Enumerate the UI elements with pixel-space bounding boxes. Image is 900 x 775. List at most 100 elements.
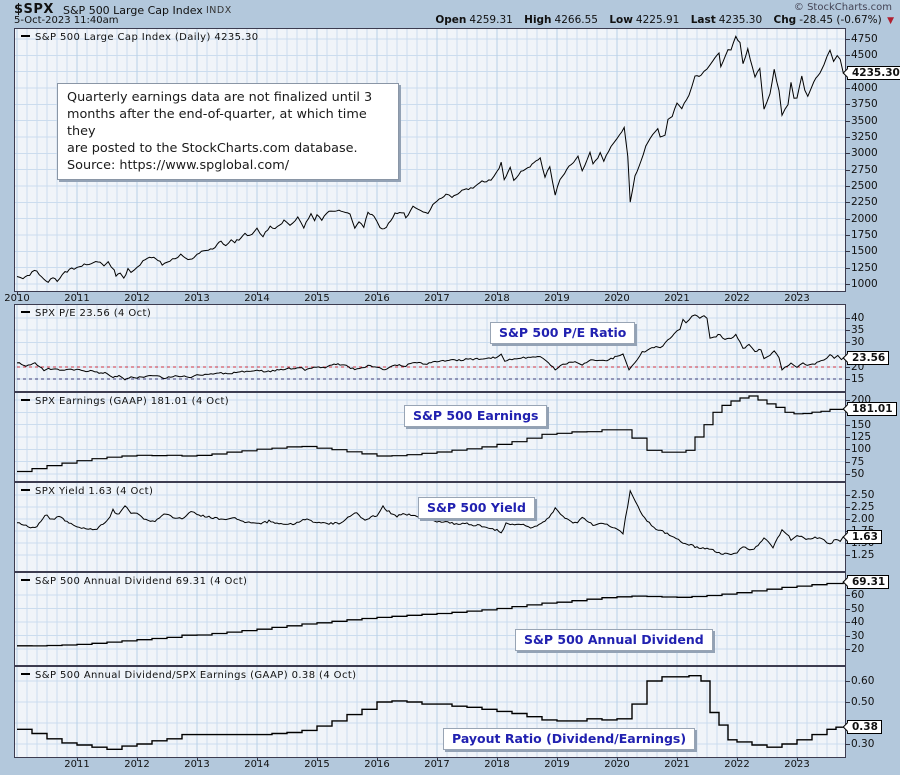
y-axis-tick xyxy=(845,219,850,220)
series-line-swatch xyxy=(21,35,30,37)
pe-panel-label: SPX P/E 23.56 (4 Oct) xyxy=(35,308,152,319)
y-axis-tick xyxy=(845,609,850,610)
chart-header: $SPX S&P 500 Large Cap Index INDX © Stoc… xyxy=(0,0,900,28)
y-axis-tick-label: 3250 xyxy=(851,131,878,143)
x-axis-tick xyxy=(17,292,18,295)
dividend-plot xyxy=(15,573,845,665)
gridline xyxy=(15,305,845,391)
y-axis-tick-label: 0.30 xyxy=(851,738,875,750)
payout-last-value-badge: 0.38 xyxy=(847,720,882,734)
y-axis-tick-label: 2000 xyxy=(851,213,878,225)
y-axis-tick xyxy=(845,702,850,703)
x-axis-year-label: 2015 xyxy=(304,759,330,770)
price-last-value-badge: 4235.30 xyxy=(847,66,900,80)
pe-last-value-badge: 23.56 xyxy=(847,351,890,365)
y-axis-tick-label: 0.60 xyxy=(851,675,875,687)
y-axis-tick xyxy=(845,186,850,187)
y-axis-tick xyxy=(845,636,850,637)
annotation-box: Quarterly earnings data are not finalize… xyxy=(57,83,399,180)
x-axis-tick xyxy=(797,292,798,295)
y-axis-tick xyxy=(845,400,850,401)
y-axis-tick-label: 1250 xyxy=(851,262,878,274)
payout-series-line xyxy=(17,675,844,750)
gridline xyxy=(16,667,798,757)
y-axis-tick xyxy=(845,170,850,171)
y-axis-tick xyxy=(845,88,850,89)
y-axis-tick xyxy=(845,649,850,650)
x-axis-tick xyxy=(77,292,78,295)
x-axis-tick xyxy=(437,758,438,761)
x-axis-year-label: 2021 xyxy=(664,293,690,304)
y-axis-tick-label: 75 xyxy=(851,456,865,468)
y-axis-tick-label: 2250 xyxy=(851,196,878,208)
earnings-panel-label: SPX Earnings (GAAP) 181.01 (4 Oct) xyxy=(35,396,230,407)
x-axis-year-label: 2018 xyxy=(484,759,510,770)
y-axis-tick-label: 30 xyxy=(851,630,865,642)
y-axis-tick xyxy=(845,367,850,368)
yield-panel: SPX Yield 1.63 (4 Oct) S&P 500 Yield xyxy=(14,482,846,572)
x-axis-year-label: 2018 xyxy=(484,293,510,304)
chg-label: Chg xyxy=(773,14,797,26)
x-axis-tick xyxy=(257,758,258,761)
last-label: Last xyxy=(690,14,716,26)
y-axis-tick-label: 2.00 xyxy=(851,513,875,525)
y-axis-tick xyxy=(845,251,850,252)
pe-panel-legend: SPX P/E 23.56 (4 Oct) xyxy=(21,308,151,319)
yield-label-box: S&P 500 Yield xyxy=(418,497,535,519)
y-axis-tick-label: 60 xyxy=(851,589,865,601)
x-axis-tick xyxy=(137,292,138,295)
ticker-exchange: INDX xyxy=(206,5,232,16)
y-axis-tick xyxy=(845,39,850,40)
payout-label-box: Payout Ratio (Dividend/Earnings) xyxy=(443,728,696,750)
y-axis-tick-label: 100 xyxy=(851,443,872,455)
y-axis-tick xyxy=(845,104,850,105)
x-axis-year-label: 2016 xyxy=(364,759,390,770)
y-axis-tick xyxy=(845,153,850,154)
down-arrow-icon: ▼ xyxy=(887,16,894,26)
price-panel: S&P 500 Large Cap Index (Daily) 4235.30 … xyxy=(14,28,846,292)
x-axis-tick xyxy=(77,758,78,761)
payout-panel: S&P 500 Annual Dividend/SPX Earnings (GA… xyxy=(14,666,846,758)
x-axis-year-label: 2013 xyxy=(184,293,210,304)
x-axis-bottom: 2011 2012 2013 2014 2015 2016 2017 2018 2019 2020… xyxy=(14,758,846,775)
yield-last-value-badge: 1.63 xyxy=(847,530,882,544)
y-axis-tick xyxy=(845,681,850,682)
x-axis-tick xyxy=(557,758,558,761)
y-axis-tick-label: 20 xyxy=(851,643,865,655)
x-axis-year-label: 2017 xyxy=(424,293,450,304)
y-axis-tick xyxy=(845,379,850,380)
y-axis-tick xyxy=(845,519,850,520)
quote-bar: Open 4259.31 High 4266.55 Low 4225.91 Last 4… xyxy=(427,14,894,26)
x-axis-year-label: 2020 xyxy=(604,293,630,304)
series-line-swatch xyxy=(21,489,30,491)
chart-datetime: 5-Oct-2023 11:40am xyxy=(14,15,119,26)
y-axis-tick-label: 3500 xyxy=(851,115,878,127)
y-axis-tick xyxy=(845,449,850,450)
last-value: 4235.30 xyxy=(718,14,763,26)
stockcharts-copyright: © StockCharts.com xyxy=(793,2,892,13)
y-axis-tick-label: 15 xyxy=(851,373,865,385)
y-axis-tick xyxy=(845,474,850,475)
earnings-label-box: S&P 500 Earnings xyxy=(404,405,548,427)
x-axis-year-label: 2023 xyxy=(784,759,810,770)
x-axis-year-label: 2013 xyxy=(184,759,210,770)
ticker-name: S&P 500 Large Cap Index xyxy=(63,4,203,17)
x-axis-tick xyxy=(497,292,498,295)
x-axis-tick xyxy=(737,292,738,295)
y-axis-tick-label: 1750 xyxy=(851,229,878,241)
y-axis-tick-label: 50 xyxy=(851,468,865,480)
x-axis-tick xyxy=(377,758,378,761)
x-axis-year-label: 2023 xyxy=(784,293,810,304)
low-label: Low xyxy=(609,14,633,26)
open-label: Open xyxy=(435,14,467,26)
yield-panel-legend: SPX Yield 1.63 (4 Oct) xyxy=(21,486,153,497)
x-axis-tick xyxy=(377,292,378,295)
pe-series-line xyxy=(16,314,844,381)
ticker-symbol: $SPX xyxy=(14,2,54,17)
y-axis-tick-label: 4750 xyxy=(851,33,878,45)
y-axis-tick xyxy=(845,555,850,556)
x-axis-year-label: 2014 xyxy=(244,759,270,770)
y-axis-tick xyxy=(845,622,850,623)
earnings-plot xyxy=(15,393,845,481)
y-axis-tick-label: 1500 xyxy=(851,245,878,257)
